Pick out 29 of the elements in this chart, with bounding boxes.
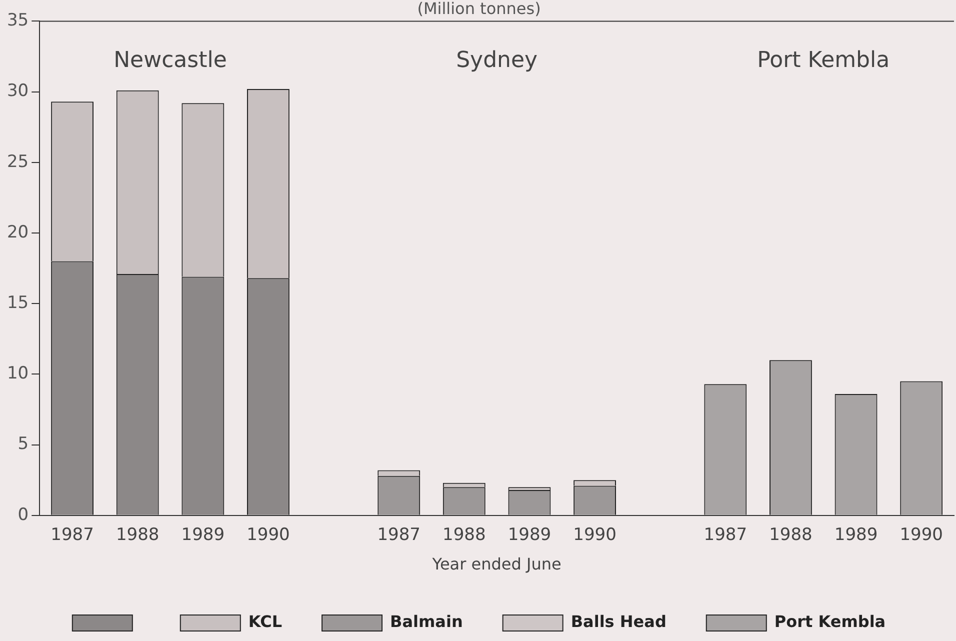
x-tick-label: 1988: [769, 525, 812, 546]
y-tick-label: 15: [6, 293, 29, 314]
y-tick-label: 30: [6, 81, 29, 102]
x-tick-label: 1988: [442, 525, 486, 546]
legend-label: Port Kembla: [774, 612, 886, 632]
y-tick-label: 10: [6, 364, 29, 384]
annotation: Port Kembla: [757, 48, 890, 73]
x-tick-label: 1990: [246, 525, 290, 546]
y-tick-label: 25: [6, 152, 29, 172]
y-tick-label: 0: [18, 504, 29, 525]
y-tick-label: 5: [18, 434, 29, 454]
annotation: Newcastle: [114, 48, 227, 73]
y-tick-label: 35: [6, 10, 29, 31]
legend-label: KCL: [248, 612, 282, 632]
x-tick-label: 1987: [377, 525, 420, 546]
y-tick-label: 20: [6, 222, 29, 242]
legend-label: Balmain: [390, 612, 463, 632]
annotation: Sydney: [456, 48, 538, 73]
chart-title: (Million tonnes): [417, 0, 541, 18]
x-axis-title: Year ended June: [431, 554, 562, 574]
x-tick-label: 1989: [181, 525, 225, 546]
x-tick-label: 1989: [508, 525, 552, 546]
x-tick-label: 1988: [116, 525, 160, 546]
x-tick-label: 1990: [573, 525, 616, 546]
x-tick-label: 1990: [900, 525, 943, 546]
x-tick-label: 1987: [704, 525, 748, 546]
x-tick-label: 1987: [50, 525, 94, 546]
x-tick-label: 1989: [834, 525, 878, 546]
legend-label: Balls Head: [570, 612, 666, 632]
